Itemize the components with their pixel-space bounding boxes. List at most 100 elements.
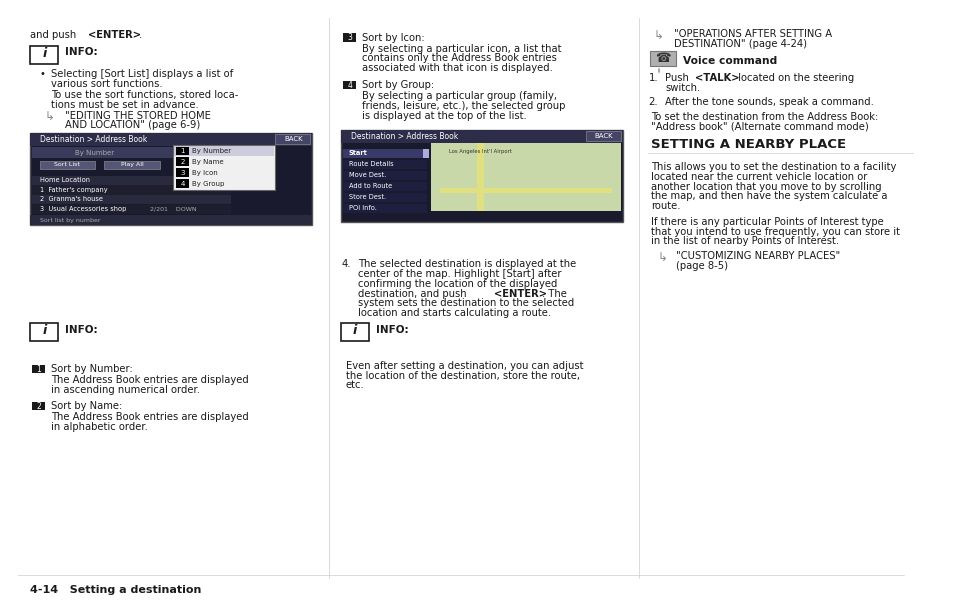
Text: ↳: ↳ [44,110,54,123]
Bar [30,215,312,225]
Text: i: i [353,324,356,337]
Bar [274,134,310,144]
Text: associated with that icon is displayed.: associated with that icon is displayed. [361,63,552,73]
Text: i: i [42,47,47,60]
Bar [343,204,427,213]
Text: system sets the destination to the selected: system sets the destination to the selec… [357,299,574,308]
Text: BACK: BACK [284,136,302,142]
Text: <ENTER>: <ENTER> [88,30,140,40]
Text: confirming the location of the displayed: confirming the location of the displayed [357,279,557,289]
Bar [343,182,427,191]
Text: Sort by Name:: Sort by Name: [51,401,122,411]
Text: Sort by Number:: Sort by Number: [51,364,132,374]
Text: Add to Route: Add to Route [348,183,392,189]
Text: switch.: switch. [664,83,700,92]
Text: in alphabetic order.: in alphabetic order. [51,422,148,432]
Text: BACK: BACK [594,133,612,139]
Bar [30,133,312,146]
Text: located near the current vehicle location or: located near the current vehicle locatio… [651,172,866,182]
Text: Start: Start [348,150,367,156]
Text: various sort functions.: various sort functions. [51,79,162,89]
Text: Play All: Play All [120,162,143,167]
Bar [174,146,274,156]
Text: AND LOCATION" (page 6-9): AND LOCATION" (page 6-9) [66,120,200,130]
Text: 4: 4 [180,181,185,187]
Bar [343,33,355,42]
Bar [650,51,676,66]
Bar [343,160,427,169]
Text: •: • [40,69,46,79]
Text: 4-14   Setting a destination: 4-14 Setting a destination [30,585,202,595]
Text: By Number: By Number [75,150,114,156]
Bar [176,147,189,155]
Text: Even after setting a destination, you can adjust: Even after setting a destination, you ca… [346,361,583,371]
Text: By Group: By Group [192,181,224,187]
Bar [431,143,620,211]
Text: Sort by Icon:: Sort by Icon: [361,33,424,43]
Text: 2: 2 [36,402,41,410]
Text: <TALK>: <TALK> [694,73,739,83]
Text: This allows you to set the destination to a facility: This allows you to set the destination t… [651,162,896,172]
Text: ↳: ↳ [657,250,667,264]
Text: INFO:: INFO: [66,325,98,334]
Bar [176,168,189,177]
Bar [104,161,159,169]
Text: DESTINATION" (page 4-24): DESTINATION" (page 4-24) [674,39,806,49]
Text: friends, leisure, etc.), the selected group: friends, leisure, etc.), the selected gr… [361,101,564,111]
Text: and push: and push [30,30,80,40]
Bar [343,193,427,202]
Bar [585,131,620,141]
Text: Los Angeles Int'l Airport: Los Angeles Int'l Airport [449,150,512,154]
Bar [32,402,45,410]
Text: tions must be set in advance.: tions must be set in advance. [51,100,198,110]
Text: destination, and push: destination, and push [357,289,469,299]
Text: Route Details: Route Details [348,161,393,167]
Text: "CUSTOMIZING NEARBY PLACES": "CUSTOMIZING NEARBY PLACES" [676,251,840,261]
Text: "EDITING THE STORED HOME: "EDITING THE STORED HOME [66,111,212,120]
Text: To set the destination from the Address Book:: To set the destination from the Address … [651,112,878,122]
Bar [30,323,58,341]
Text: "OPERATIONS AFTER SETTING A: "OPERATIONS AFTER SETTING A [674,29,832,39]
Text: The Address Book entries are displayed: The Address Book entries are displayed [51,412,248,422]
Bar [343,149,427,158]
Text: in ascending numerical order.: in ascending numerical order. [51,385,199,395]
Text: 1: 1 [36,365,41,373]
Text: By Name: By Name [192,159,223,165]
Text: . The: . The [542,289,567,299]
Text: Voice command: Voice command [682,56,777,66]
Text: INFO:: INFO: [66,47,98,57]
Text: By selecting a particular icon, a list that: By selecting a particular icon, a list t… [361,44,560,54]
Text: 3: 3 [347,33,352,42]
Text: 1: 1 [180,148,185,154]
Text: i: i [42,324,47,337]
Bar [341,323,369,341]
Text: Sort by Group:: Sort by Group: [361,80,434,90]
Text: POI Info.: POI Info. [348,205,376,211]
Text: 2  Granma's house: 2 Granma's house [40,196,103,202]
Text: By Number: By Number [192,148,231,154]
Bar [423,149,429,158]
Text: location and starts calculating a route.: location and starts calculating a route. [357,308,551,318]
Text: <ENTER>: <ENTER> [494,289,547,299]
Bar [341,130,622,143]
Text: INFO:: INFO: [375,325,409,334]
Text: Destination > Address Book: Destination > Address Book [40,135,147,143]
Bar [32,176,231,185]
Text: contains only the Address Book entries: contains only the Address Book entries [361,54,556,63]
Text: route.: route. [651,201,680,211]
Text: If there is any particular Points of Interest type: If there is any particular Points of Int… [651,217,883,227]
Text: 4: 4 [347,81,352,89]
Text: 3: 3 [180,170,185,176]
Bar [30,133,312,225]
Text: SETTING A NEARBY PLACE: SETTING A NEARBY PLACE [651,138,845,151]
Bar [343,81,355,89]
Bar [176,179,189,188]
Bar [30,46,58,64]
Text: Move Dest.: Move Dest. [348,172,386,178]
Text: Selecting [Sort List] displays a list of: Selecting [Sort List] displays a list of [51,69,233,79]
Text: center of the map. Highlight [Start] after: center of the map. Highlight [Start] aft… [357,269,560,279]
Text: in the list of nearby Points of Interest.: in the list of nearby Points of Interest… [651,237,839,246]
Text: 3  Usual Accessories shop: 3 Usual Accessories shop [40,206,126,212]
Bar [40,161,95,169]
Text: another location that you move to by scrolling: another location that you move to by scr… [651,182,881,192]
